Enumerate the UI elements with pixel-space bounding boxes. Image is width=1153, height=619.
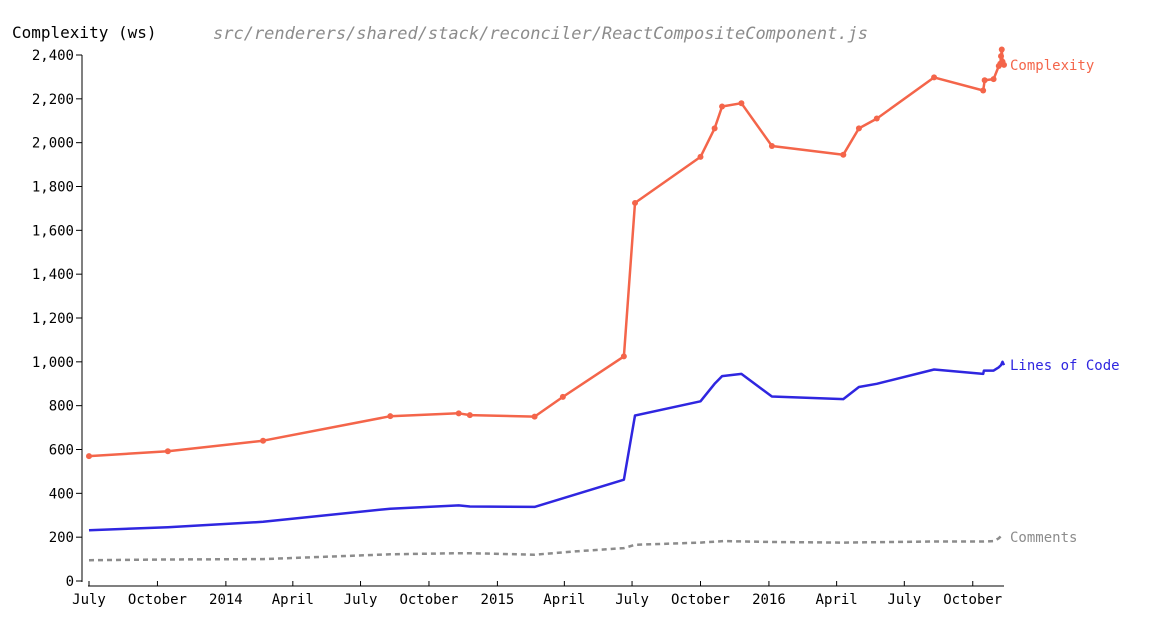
y-tick-label: 2,000 [32,136,74,152]
series-comments: Comments [88,530,1077,562]
x-tick-label: April [272,592,314,608]
comments-line [88,534,1005,562]
comments-label: Comments [1010,530,1077,546]
complexity-point [931,74,938,81]
complexity-point [531,413,538,420]
y-tick-label: 200 [49,530,74,546]
x-tick-label: July [887,592,921,608]
complexity-point [998,53,1005,60]
x-tick-label: 2014 [209,592,243,608]
complexity-point [738,100,745,107]
complexity-point [1001,61,1007,68]
complexity-point [998,46,1005,53]
complexity-point [873,115,880,122]
x-tick-label: October [671,592,730,608]
complexity-point [559,393,566,400]
complexity-label: Complexity [1010,58,1094,74]
plot-area: Complexity Lines of Code Comments [86,46,1120,562]
x-tick-label: October [399,592,458,608]
x-tick-label: April [543,592,585,608]
y-tick-label: 1,600 [32,223,74,239]
y-axis-title: Complexity (ws) [12,23,157,42]
lines-of-code-label: Lines of Code [1010,358,1120,374]
chart-title: src/renderers/shared/stack/reconciler/Re… [213,24,868,44]
complexity-point [632,199,639,206]
x-axis: July October 2014 April July October 2015 April… [72,581,1004,608]
complexity-point [711,125,718,132]
x-tick-label: October [128,592,187,608]
complexity-point [466,412,473,419]
y-tick-label: 2,200 [32,92,74,108]
y-tick-label: 2,400 [32,48,74,64]
y-axis: 0 200 400 600 800 1,000 1,200 1,400 1,600 1,800 2,… [32,48,83,590]
complexity-point [980,87,987,94]
x-tick-label: 2015 [481,592,515,608]
x-tick-label: July [344,592,378,608]
complexity-point [455,410,462,417]
series-complexity: Complexity [86,46,1094,460]
complexity-point [697,153,704,160]
complexity-line [88,48,1006,458]
y-tick-label: 800 [49,399,74,415]
complexity-point [719,103,726,110]
y-tick-label: 0 [66,574,74,590]
x-tick-label: 2016 [752,592,786,608]
complexity-point [260,437,267,444]
complexity-point [86,453,92,460]
x-tick-label: October [943,592,1002,608]
x-tick-label: July [615,592,649,608]
complexity-point [855,125,862,132]
y-tick-label: 400 [49,486,74,502]
y-tick-label: 1,800 [32,180,74,196]
lines-of-code-line [88,360,1006,532]
complexity-point [840,151,847,158]
y-tick-label: 1,400 [32,267,74,283]
series-lines-of-code: Lines of Code [88,358,1120,532]
y-tick-label: 600 [49,443,74,459]
complexity-point [981,77,988,84]
complexity-point [387,413,394,420]
complexity-point [620,353,627,360]
y-tick-label: 1,200 [32,311,74,327]
complexity-point [990,76,997,83]
x-tick-label: April [816,592,858,608]
x-tick-label: July [72,592,106,608]
complexity-point [164,448,171,455]
y-tick-label: 1,000 [32,355,74,371]
complexity-point [768,142,775,149]
